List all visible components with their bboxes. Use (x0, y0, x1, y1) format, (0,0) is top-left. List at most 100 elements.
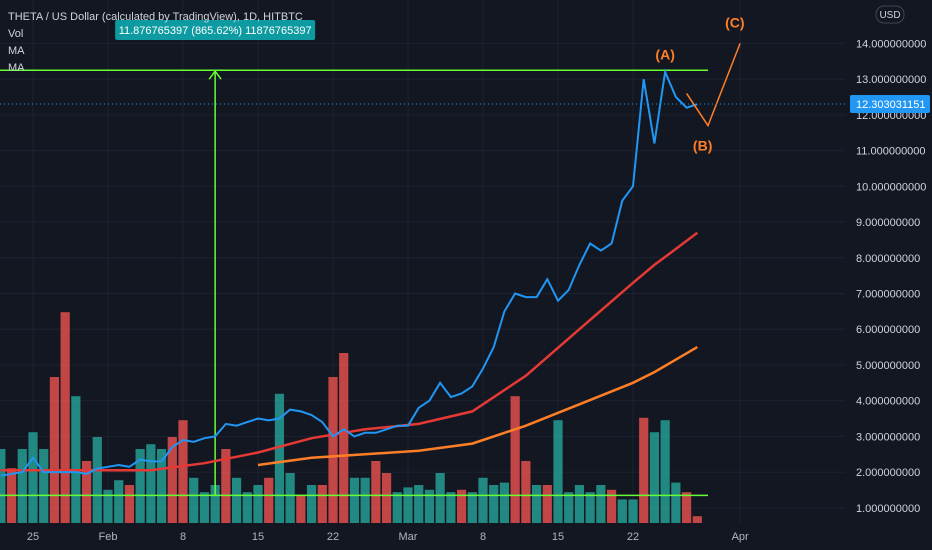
volume-bar (574, 485, 585, 523)
volume-bar (199, 492, 210, 523)
volume-bar (328, 377, 338, 523)
volume-bar (339, 353, 349, 523)
time-tick-label: 8 (180, 531, 186, 543)
volume-bar (360, 477, 370, 523)
time-tick-label: 15 (552, 531, 564, 543)
volume-bar (681, 492, 692, 523)
volume-bar (28, 432, 38, 523)
time-tick-label: 15 (252, 531, 264, 543)
price-tick-label: 9.000000000 (856, 217, 920, 229)
time-tick-label: Mar (399, 531, 418, 543)
volume-bar (71, 396, 81, 523)
projection-line (685, 43, 741, 128)
volume-bar (585, 492, 595, 523)
price-tick-label: 2.000000000 (856, 467, 920, 479)
volume-bar (49, 377, 60, 523)
price-line (0, 68, 698, 477)
volume-bar (178, 420, 188, 523)
volume-bars (0, 312, 702, 523)
price-tick-label: 6.000000000 (856, 324, 920, 336)
volume-bar (146, 444, 156, 523)
price-tick-label: 1.000000000 (856, 503, 920, 515)
volume-bar (381, 473, 392, 523)
wave-labels: (A) (B) (C) (655, 14, 744, 153)
volume-bar (242, 492, 252, 523)
volume-bar (553, 420, 563, 523)
volume-bar (264, 477, 274, 523)
volume-bar (221, 449, 231, 523)
volume-bar (285, 473, 295, 523)
volume-bar (167, 437, 177, 523)
volume-bar (317, 485, 327, 523)
price-tick-label: 7.000000000 (856, 289, 920, 301)
volume-bar (0, 449, 6, 523)
volume-bar (606, 489, 617, 523)
volume-bar (521, 461, 531, 523)
volume-bar (499, 482, 510, 523)
volume-bar (17, 449, 27, 523)
price-tick-label: 14.000000000 (856, 38, 926, 50)
wave-label: (B) (693, 138, 712, 154)
price-axis[interactable]: 1.000000000 2.000000000 3.000000000 4.00000… (850, 5, 930, 515)
volume-bar (478, 477, 488, 523)
volume-bar (253, 485, 263, 523)
volume-bar (639, 417, 649, 523)
indicator-vol[interactable]: Vol (8, 28, 24, 40)
measure-tool[interactable]: 11.876765397 (865.62%) 11876765397 (0, 20, 708, 497)
measure-label: 11.876765397 (865.62%) 11876765397 (119, 25, 312, 37)
price-tick-label: 5.000000000 (856, 360, 920, 372)
time-tick-label: 25 (27, 531, 39, 543)
price-tick-label: 13.000000000 (856, 74, 926, 86)
volume-bar (103, 489, 113, 523)
volume-bar (531, 485, 542, 523)
grid (0, 0, 845, 523)
volume-bar (628, 499, 638, 523)
volume-bar (403, 487, 413, 523)
volume-bar (135, 449, 145, 523)
time-tick-label: Apr (732, 531, 749, 543)
volume-bar (489, 485, 499, 523)
volume-bar (649, 432, 660, 523)
volume-bar (414, 485, 424, 523)
volume-bar (274, 393, 285, 523)
time-axis[interactable]: 25 Feb 8 15 22 Mar 8 15 22 Apr (27, 531, 749, 543)
volume-bar (456, 489, 467, 523)
price-tick-label: 4.000000000 (856, 396, 920, 408)
volume-bar (692, 516, 702, 523)
volume-bar (296, 494, 306, 523)
volume-bar (542, 485, 552, 523)
volume-bar (446, 492, 456, 523)
ma-slow-line (257, 346, 698, 467)
currency-button[interactable] (875, 5, 905, 24)
price-tick-label: 11.000000000 (856, 146, 926, 158)
wave-label: (A) (655, 47, 674, 63)
price-tick-label: 10.000000000 (856, 181, 926, 193)
time-tick-label: 22 (627, 531, 639, 543)
volume-bar (124, 485, 135, 523)
currency-label[interactable]: USD (879, 10, 900, 21)
last-price-label: 12.303031151 (856, 99, 926, 111)
volume-bar (114, 480, 124, 523)
measure-arrow-head (208, 69, 222, 80)
indicator-ma-2[interactable]: MA (8, 62, 25, 74)
symbol-title: THETA / US Dollar (calculated by Trading… (8, 11, 303, 23)
indicator-ma-1[interactable]: MA (8, 45, 25, 57)
volume-bar (92, 437, 102, 523)
volume-bar (435, 473, 445, 523)
volume-bar (349, 477, 360, 523)
price-tick-label: 3.000000000 (856, 431, 920, 443)
time-tick-label: 8 (480, 531, 486, 543)
volume-bar (306, 485, 317, 523)
volume-bar (467, 492, 477, 523)
volume-bar (392, 492, 402, 523)
wave-label: (C) (725, 14, 744, 30)
volume-bar (617, 499, 627, 523)
volume-bar (660, 420, 670, 523)
series-lines (0, 43, 845, 477)
volume-bar (424, 489, 435, 523)
volume-bar (596, 485, 606, 523)
volume-bar (60, 312, 70, 523)
volume-bar (156, 449, 167, 523)
volume-bar (371, 461, 381, 523)
